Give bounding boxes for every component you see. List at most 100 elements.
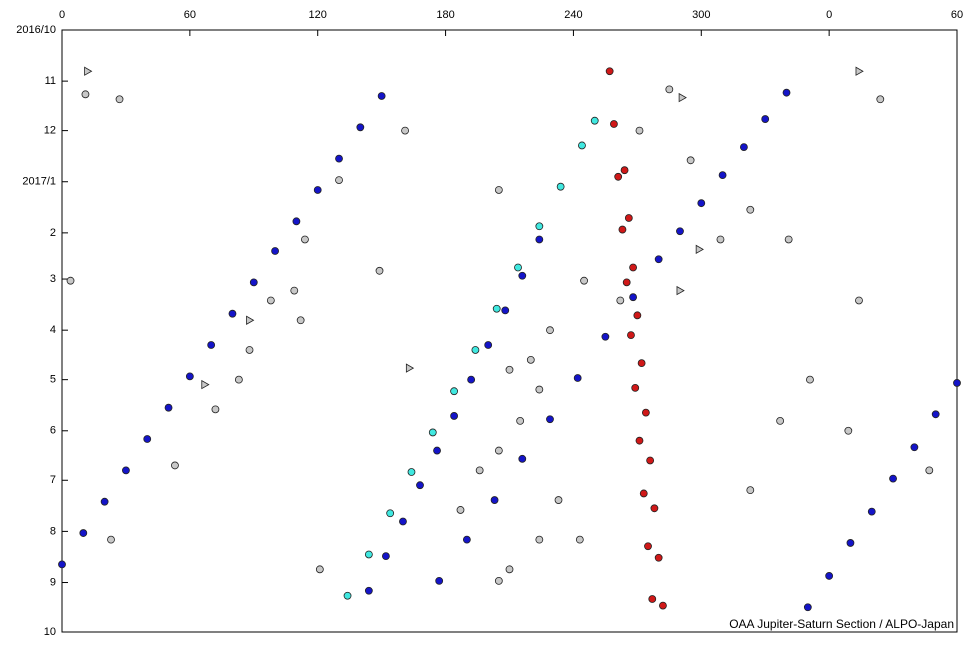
point	[605, 67, 614, 76]
point	[211, 405, 220, 414]
point	[686, 156, 695, 165]
point	[364, 586, 373, 595]
point	[201, 379, 210, 390]
point	[356, 123, 365, 132]
point	[494, 576, 503, 585]
point	[624, 214, 633, 222]
point	[490, 496, 499, 504]
y-tick-label: 11	[45, 75, 56, 87]
point	[803, 603, 812, 612]
credit: OAA Jupiter-Saturn Section / ALPO-Japan	[729, 617, 954, 631]
point	[516, 416, 525, 425]
point	[635, 436, 644, 445]
point	[266, 296, 275, 305]
y-tick-label: 8	[50, 525, 56, 537]
point	[846, 539, 855, 547]
point	[616, 296, 625, 305]
point	[335, 154, 343, 163]
point	[654, 553, 663, 562]
point	[776, 416, 785, 425]
point	[695, 244, 704, 255]
point	[535, 385, 544, 394]
point	[676, 227, 684, 236]
point	[665, 85, 674, 94]
point	[386, 509, 395, 518]
point	[601, 332, 610, 341]
point	[364, 550, 373, 559]
x-tick-label: 0	[826, 9, 832, 21]
point	[825, 572, 834, 580]
point	[405, 363, 415, 373]
point	[518, 271, 527, 280]
point	[401, 126, 409, 135]
point	[876, 95, 885, 104]
point	[246, 315, 255, 325]
x-tick-label: 60	[184, 9, 196, 21]
point	[475, 466, 484, 475]
x-tick-label: 180	[436, 9, 454, 21]
point	[618, 225, 627, 234]
point	[107, 535, 115, 544]
x-tick-label: 300	[692, 9, 710, 21]
y-tick-label: 7	[50, 474, 56, 486]
point	[313, 186, 322, 194]
y-tick-label: 9	[50, 576, 56, 588]
point	[639, 489, 648, 498]
point	[610, 120, 618, 128]
point	[580, 276, 588, 285]
point	[501, 306, 510, 315]
point	[234, 375, 243, 384]
point	[844, 426, 853, 435]
point	[633, 311, 642, 320]
point	[399, 517, 407, 526]
point	[514, 263, 522, 272]
point	[676, 285, 685, 296]
point	[122, 466, 130, 475]
point	[100, 497, 109, 506]
point	[806, 375, 814, 384]
point	[301, 235, 309, 244]
point	[456, 506, 465, 514]
point	[746, 205, 755, 214]
point	[290, 286, 299, 295]
point	[171, 461, 179, 470]
point	[546, 415, 554, 424]
y-tick-label: 4	[50, 324, 56, 336]
point	[546, 326, 554, 335]
point	[343, 591, 352, 600]
point	[782, 88, 791, 97]
point	[740, 143, 748, 152]
point	[889, 474, 897, 483]
point	[245, 346, 254, 354]
y-tick-label: 3	[50, 273, 56, 285]
point	[382, 552, 390, 561]
point	[627, 331, 635, 340]
point	[518, 454, 527, 463]
point	[471, 346, 480, 354]
x-tick-label: 240	[564, 9, 582, 21]
point	[462, 535, 471, 544]
point	[629, 293, 637, 302]
point	[335, 176, 343, 184]
point	[143, 435, 152, 443]
point	[910, 443, 919, 452]
point	[467, 375, 476, 384]
point	[746, 486, 755, 495]
point	[79, 529, 88, 537]
point	[925, 466, 934, 475]
y-tick-label: 12	[44, 125, 56, 137]
point	[416, 481, 424, 490]
point	[578, 141, 586, 150]
x-tick-label: 0	[59, 9, 65, 21]
point	[535, 235, 544, 244]
point	[953, 379, 961, 387]
point	[505, 565, 514, 574]
point	[718, 171, 727, 180]
point	[494, 446, 503, 455]
point	[292, 217, 301, 226]
point	[484, 341, 493, 349]
point	[84, 66, 93, 76]
point	[855, 296, 863, 305]
